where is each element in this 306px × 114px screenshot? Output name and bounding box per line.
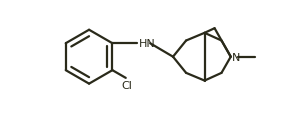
- Text: N: N: [232, 52, 241, 62]
- Text: HN: HN: [139, 39, 156, 49]
- Text: Cl: Cl: [121, 80, 132, 90]
